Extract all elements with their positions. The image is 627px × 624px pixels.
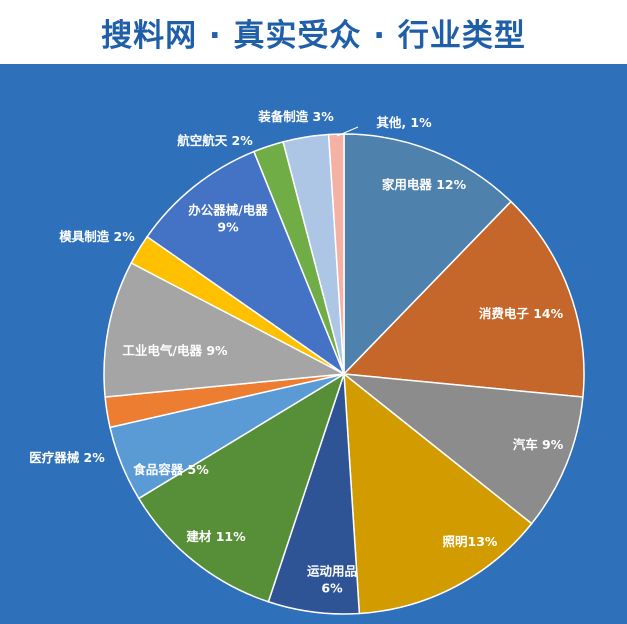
- slice-label-line: 家用电器 12%: [382, 177, 467, 192]
- slice-label-9: 工业电气/电器 9%: [122, 343, 228, 358]
- pie-slice-11: [146, 150, 346, 377]
- leader-line-other: [336, 126, 359, 137]
- page-title: 搜料网 · 真实受众 · 行业类型: [101, 17, 526, 54]
- slice-label-12: 航空航天 2%: [177, 133, 253, 148]
- slice-label-10: 模具制造 2%: [59, 229, 135, 244]
- slice-label-14: 其他, 1%: [376, 115, 432, 130]
- pie-slice-9: [103, 261, 347, 398]
- pie-slice-2: [342, 200, 585, 398]
- slice-label-5: 运动用品 6%: [307, 564, 357, 596]
- pie-slice-6: [137, 372, 346, 603]
- slice-label-line: 工业电气/电器 9%: [122, 343, 228, 358]
- slice-label-line: 9%: [217, 220, 239, 235]
- slice-label-line: 建材 11%: [186, 529, 246, 544]
- pie-slices: [103, 133, 585, 615]
- slice-label-11: 办公器械/电器 9%: [188, 203, 268, 235]
- slice-label-line: 运动用品: [307, 564, 357, 579]
- slice-label-3: 汽车 9%: [513, 437, 564, 452]
- pie-slice-1: [343, 133, 513, 376]
- slice-label-line: 食品容器 5%: [132, 462, 209, 477]
- slice-label-1: 家用电器 12%: [382, 177, 467, 192]
- slice-label-8: 医疗器械 2%: [29, 450, 105, 465]
- slice-label-line: 办公器械/电器: [188, 203, 268, 218]
- pie-slice-4: [343, 372, 533, 615]
- slice-label-6: 建材 11%: [186, 529, 246, 544]
- slice-label-2: 消费电子 14%: [479, 306, 564, 321]
- slice-label-line: 汽车 9%: [513, 437, 564, 452]
- chart-panel: 家用电器 12% 消费电子 14% 汽车 9% 照明13% 运动用品 6% 建材 11% 食品…: [0, 64, 627, 624]
- slice-label-4: 照明13%: [443, 534, 498, 549]
- pie-labels: 家用电器 12% 消费电子 14% 汽车 9% 照明13% 运动用品 6% 建材 11% 食品…: [29, 109, 564, 596]
- slice-label-line: 照明13%: [443, 534, 498, 549]
- slice-label-line: 6%: [321, 581, 343, 596]
- header: 搜料网 · 真实受众 · 行业类型: [0, 0, 627, 64]
- slice-label-7: 食品容器 5%: [132, 462, 209, 477]
- pie-slice-3: [341, 373, 584, 525]
- slice-label-line: 其他, 1%: [376, 115, 432, 130]
- slice-label-13: 装备制造 3%: [257, 109, 334, 124]
- slice-label-line: 装备制造 3%: [257, 109, 334, 124]
- pie-slice-14: [327, 133, 345, 375]
- pie-chart: 家用电器 12% 消费电子 14% 汽车 9% 照明13% 运动用品 6% 建材 11% 食品…: [29, 109, 585, 615]
- slice-label-line: 医疗器械 2%: [29, 450, 105, 465]
- slice-label-line: 模具制造 2%: [59, 229, 135, 244]
- slice-label-line: 航空航天 2%: [177, 133, 253, 148]
- slice-label-line: 消费电子 14%: [479, 306, 564, 321]
